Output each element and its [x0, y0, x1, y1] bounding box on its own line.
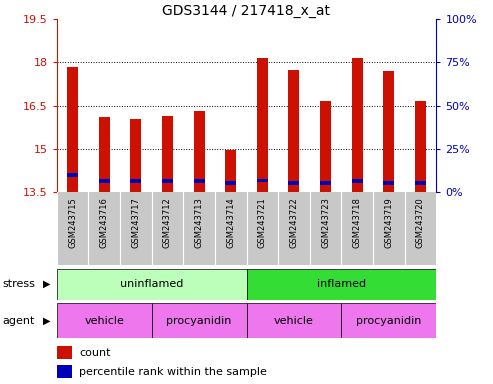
- Bar: [288, 70, 299, 192]
- Text: agent: agent: [2, 316, 35, 326]
- Bar: [194, 179, 205, 183]
- Bar: [130, 179, 141, 183]
- Bar: [225, 150, 236, 192]
- Text: GSM243723: GSM243723: [321, 197, 330, 248]
- Bar: [341, 303, 436, 338]
- Bar: [57, 303, 152, 338]
- Bar: [384, 71, 394, 192]
- Text: GSM243712: GSM243712: [163, 197, 172, 248]
- Text: count: count: [79, 348, 111, 358]
- Bar: [57, 365, 72, 378]
- Text: inflamed: inflamed: [317, 279, 366, 289]
- Text: GSM243722: GSM243722: [289, 197, 298, 248]
- Text: percentile rank within the sample: percentile rank within the sample: [79, 367, 267, 377]
- Bar: [130, 119, 141, 192]
- Bar: [415, 181, 426, 185]
- Text: GSM243717: GSM243717: [131, 197, 141, 248]
- Text: vehicle: vehicle: [274, 316, 314, 326]
- Text: GSM243713: GSM243713: [195, 197, 204, 248]
- Bar: [257, 58, 268, 192]
- Text: GSM243715: GSM243715: [68, 197, 77, 248]
- Bar: [288, 181, 299, 185]
- Text: GSM243714: GSM243714: [226, 197, 235, 248]
- Bar: [320, 181, 331, 185]
- Text: vehicle: vehicle: [84, 316, 124, 326]
- Bar: [57, 346, 72, 359]
- Text: GSM243716: GSM243716: [100, 197, 108, 248]
- Bar: [99, 179, 109, 183]
- Text: GSM243719: GSM243719: [385, 197, 393, 248]
- Title: GDS3144 / 217418_x_at: GDS3144 / 217418_x_at: [163, 4, 330, 18]
- Text: GSM243721: GSM243721: [258, 197, 267, 248]
- Bar: [352, 179, 363, 183]
- Bar: [162, 116, 173, 192]
- Bar: [384, 181, 394, 185]
- Text: ▶: ▶: [43, 316, 51, 326]
- Bar: [320, 101, 331, 192]
- Bar: [246, 269, 436, 300]
- Text: GSM243718: GSM243718: [352, 197, 362, 248]
- Bar: [67, 174, 78, 177]
- Bar: [99, 117, 109, 192]
- Bar: [415, 101, 426, 192]
- Bar: [352, 58, 363, 192]
- Bar: [246, 303, 341, 338]
- Bar: [57, 269, 246, 300]
- Text: procyanidin: procyanidin: [356, 316, 422, 326]
- Bar: [194, 111, 205, 192]
- Text: GSM243720: GSM243720: [416, 197, 425, 248]
- Text: stress: stress: [2, 279, 35, 289]
- Bar: [67, 67, 78, 192]
- Bar: [257, 179, 268, 182]
- Text: ▶: ▶: [43, 279, 51, 289]
- Text: procyanidin: procyanidin: [166, 316, 232, 326]
- Text: uninflamed: uninflamed: [120, 279, 183, 289]
- Bar: [225, 181, 236, 185]
- Bar: [162, 179, 173, 183]
- Bar: [152, 303, 246, 338]
